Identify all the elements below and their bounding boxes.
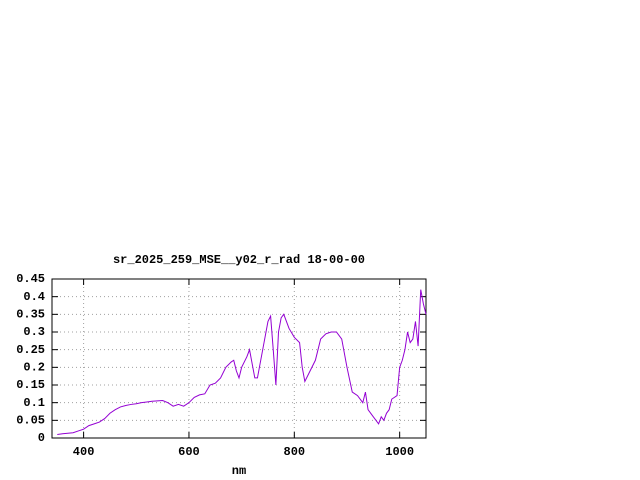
y-tick-label: 0.1 — [23, 396, 45, 410]
y-tick-label: 0.15 — [16, 378, 45, 392]
x-tick-label: 600 — [178, 445, 200, 459]
y-tick-label: 0.4 — [23, 290, 45, 304]
y-tick-label: 0.25 — [16, 343, 45, 357]
y-tick-label: 0.3 — [23, 325, 45, 339]
x-tick-label: 800 — [284, 445, 306, 459]
chart-title: sr_2025_259_MSE__y02_r_rad 18-00-00 — [113, 253, 365, 267]
plot-frame — [51, 278, 427, 439]
y-tick-label: 0.35 — [16, 308, 45, 322]
y-tick-label: 0.2 — [23, 361, 45, 375]
x-tick-label: 400 — [73, 445, 95, 459]
x-axis-label: nm — [232, 464, 246, 478]
y-tick-label: 0 — [38, 431, 45, 445]
y-tick-label: 0.05 — [16, 414, 45, 428]
y-tick-label: 0.45 — [16, 272, 45, 286]
data-line — [57, 289, 427, 435]
x-tick-label: 1000 — [385, 445, 414, 459]
